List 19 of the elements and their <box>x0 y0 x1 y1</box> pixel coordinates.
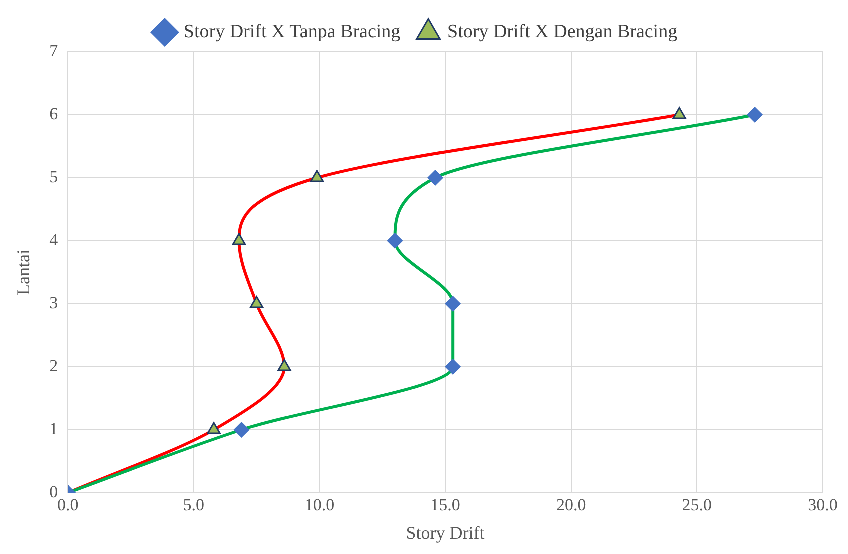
y-axis-title: Lantai <box>14 250 34 296</box>
x-tick-label: 5.0 <box>183 496 205 515</box>
y-tick-label: 5 <box>50 167 58 186</box>
x-tick-label: 20.0 <box>556 496 586 515</box>
y-tick-label: 0 <box>50 482 58 502</box>
y-tick-label: 3 <box>50 293 58 312</box>
y-tick-label: 2 <box>50 356 58 376</box>
y-tick-label: 7 <box>50 41 59 60</box>
legend-label: Story Drift X Tanpa Bracing <box>184 21 402 42</box>
y-tick-label: 6 <box>50 104 58 124</box>
x-tick-label: 15.0 <box>430 496 460 515</box>
legend-label: Story Drift X Dengan Bracing <box>448 21 678 42</box>
x-tick-label: 10.0 <box>304 496 335 515</box>
x-tick-label: 25.0 <box>682 496 712 515</box>
x-tick-label: 0.0 <box>57 496 79 515</box>
x-tick-label: 30.0 <box>808 496 838 515</box>
x-axis-title: Story Drift <box>406 522 485 543</box>
y-tick-label: 4 <box>50 230 59 250</box>
y-tick-label: 1 <box>50 419 58 438</box>
